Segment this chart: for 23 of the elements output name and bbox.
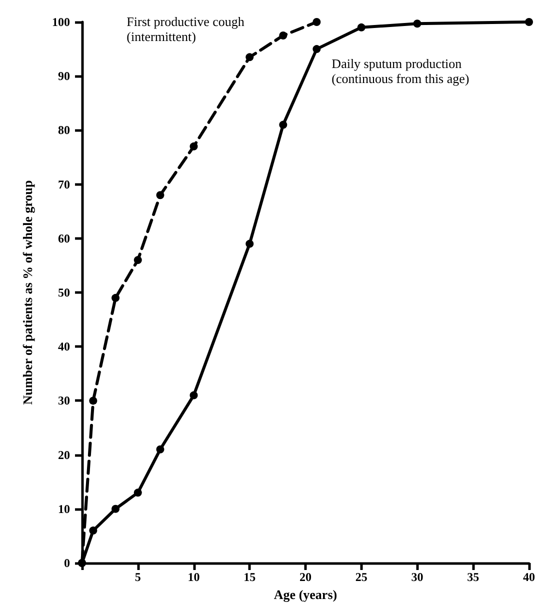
x-tick-label: 35 [467, 570, 480, 584]
y-axis-title: Number of patients as % of whole group [20, 180, 35, 405]
series-label: First productive cough (intermittent) [126, 14, 245, 44]
y-tick-label: 80 [58, 123, 70, 138]
y-tick-label: 60 [58, 231, 70, 246]
y-tick-label: 40 [58, 340, 70, 354]
x-tick-label: 20 [300, 570, 312, 584]
y-tick-label: 100 [52, 15, 70, 29]
y-tick-label: 50 [58, 286, 70, 300]
x-tick-label: 40 [523, 570, 535, 584]
y-tick-label: 0 [64, 556, 70, 570]
x-axis-title: Age (years) [274, 586, 338, 602]
x-tick-label: 30 [411, 570, 424, 584]
x-tick-label: 25 [355, 570, 368, 584]
x-tick-label: 10 [188, 570, 200, 584]
x-tick-label: 15 [244, 570, 256, 584]
series-label: Daily sputum production (continuous from this age) [332, 56, 470, 86]
y-tick-label: 70 [58, 177, 70, 192]
y-tick-label: 10 [58, 502, 70, 516]
x-tick-label: 5 [134, 570, 141, 584]
y-tick-label: 90 [58, 69, 70, 84]
y-tick-label: 30 [58, 394, 70, 408]
y-tick-label: 20 [58, 448, 70, 462]
